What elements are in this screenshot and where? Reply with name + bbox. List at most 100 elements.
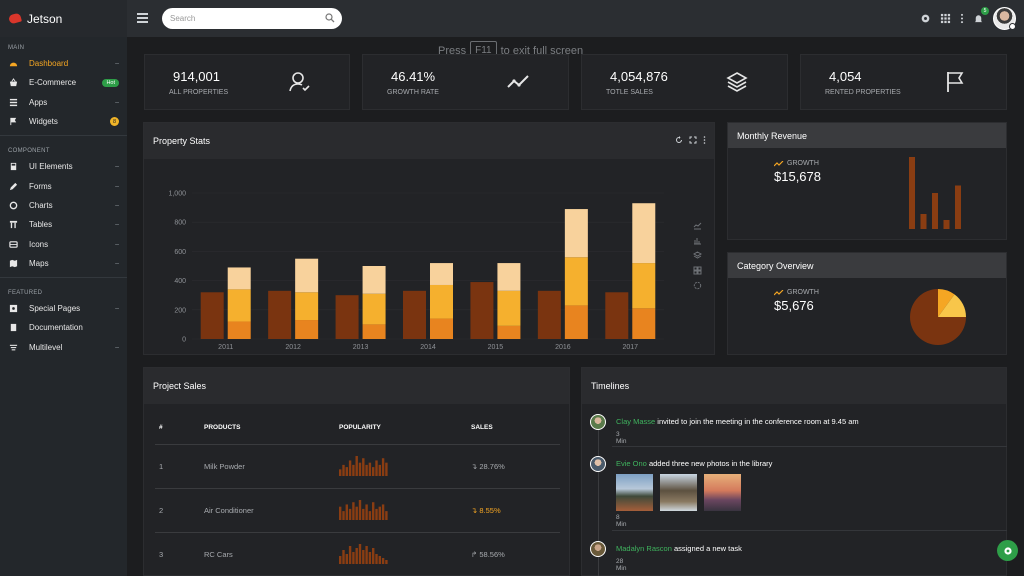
sidebar-item-ecommerce[interactable]: E-Commerce Hot bbox=[0, 73, 127, 92]
timeline-user[interactable]: Evie Ono bbox=[616, 459, 647, 468]
pie-slice[interactable] bbox=[938, 294, 966, 317]
bar-segment[interactable] bbox=[295, 258, 319, 293]
chevron-icon: – bbox=[115, 98, 119, 106]
sidebar-item-tables[interactable]: Tables – bbox=[0, 215, 127, 234]
sidebar-item-icons[interactable]: Icons – bbox=[0, 234, 127, 253]
sidebar-item-label: Widgets bbox=[29, 117, 58, 127]
sidebar-item-ui-elements[interactable]: UI Elements – bbox=[0, 157, 127, 176]
revenue-bar bbox=[909, 157, 915, 229]
chevron-icon: – bbox=[115, 305, 119, 313]
bar-segment[interactable] bbox=[430, 318, 453, 339]
pie-slice[interactable] bbox=[910, 289, 966, 345]
hint-text-pre: Press bbox=[438, 44, 467, 57]
photo-thumbnail[interactable] bbox=[616, 474, 653, 511]
more-vertical-icon[interactable] bbox=[960, 13, 964, 24]
expand-icon[interactable] bbox=[689, 136, 697, 144]
apps-grid-icon[interactable] bbox=[940, 13, 951, 24]
bar-base[interactable] bbox=[470, 282, 494, 339]
bar-segment[interactable] bbox=[430, 284, 453, 319]
restore-icon[interactable] bbox=[693, 281, 702, 290]
sidebar-item-apps[interactable]: Apps – bbox=[0, 93, 127, 112]
refresh-icon[interactable] bbox=[675, 136, 683, 144]
sidebar-item-dashboard[interactable]: Dashboard – bbox=[0, 54, 127, 73]
sidebar-item-label: Special Pages bbox=[29, 304, 81, 314]
spark-bar bbox=[372, 467, 375, 476]
sidebar-item-special-pages[interactable]: Special Pages – bbox=[0, 299, 127, 318]
fullscreen-hint: Press F11 to exit full screen bbox=[438, 41, 583, 60]
sidebar-item-documentation[interactable]: Documentation bbox=[0, 318, 127, 337]
bar-base[interactable] bbox=[268, 290, 292, 339]
bar-segment[interactable] bbox=[227, 267, 251, 290]
more-vertical-icon[interactable] bbox=[703, 136, 706, 144]
bar-segment[interactable] bbox=[564, 209, 588, 258]
bar-segment[interactable] bbox=[362, 324, 386, 339]
timeline-text: Evie Ono added three new photos in the l… bbox=[616, 459, 772, 468]
brand[interactable]: Jetson bbox=[0, 0, 127, 37]
gear-icon[interactable] bbox=[920, 13, 931, 24]
sidebar-item-forms[interactable]: Forms – bbox=[0, 176, 127, 195]
chevron-icon: – bbox=[115, 182, 119, 190]
table-row[interactable]: 2 Air Conditioner ↴ 8.55% bbox=[155, 488, 560, 533]
sidebar-item-maps[interactable]: Maps – bbox=[0, 254, 127, 273]
settings-fab[interactable] bbox=[997, 540, 1018, 561]
bar-segment[interactable] bbox=[632, 263, 656, 309]
timeline-user[interactable]: Madalyn Rascon bbox=[616, 544, 672, 553]
pie-slice[interactable] bbox=[938, 289, 955, 317]
bar-chart-icon[interactable] bbox=[693, 236, 702, 245]
bar-base[interactable] bbox=[537, 290, 561, 339]
stack-icon[interactable] bbox=[693, 251, 702, 260]
timeline-message: assigned a new task bbox=[673, 544, 742, 553]
bar-segment[interactable] bbox=[497, 325, 521, 339]
category-pie-chart bbox=[910, 289, 966, 345]
sidebar-item-multilevel[interactable]: Multilevel – bbox=[0, 338, 127, 357]
photo-thumbnail[interactable] bbox=[660, 474, 697, 511]
photo-thumbnail[interactable] bbox=[704, 474, 741, 511]
bar-segment[interactable] bbox=[362, 293, 386, 325]
chart-toolbox bbox=[693, 221, 702, 290]
sidebar-item-widgets[interactable]: Widgets 8 bbox=[0, 112, 127, 131]
spark-bar bbox=[348, 460, 352, 476]
bar-base[interactable] bbox=[335, 295, 359, 339]
search-input[interactable] bbox=[162, 8, 342, 29]
bar-segment[interactable] bbox=[497, 290, 521, 326]
sales-text: 28.76% bbox=[479, 461, 505, 471]
status-dot bbox=[1009, 23, 1016, 30]
table-row[interactable]: 1 Milk Powder ↴ 28.76% bbox=[155, 444, 560, 489]
arrow-down-icon: ↴ bbox=[471, 461, 480, 471]
table-row[interactable]: 3 RC Cars ↱ 58.56% bbox=[155, 532, 560, 576]
bar-segment[interactable] bbox=[227, 321, 251, 339]
bar-base[interactable] bbox=[200, 292, 224, 339]
sidebar-item-charts[interactable]: Charts – bbox=[0, 196, 127, 215]
bar-base[interactable] bbox=[403, 290, 426, 339]
row-number: 1 bbox=[155, 444, 204, 489]
category-value: $5,676 bbox=[774, 298, 814, 313]
icons-icon bbox=[8, 239, 19, 249]
spark-bar bbox=[339, 556, 342, 564]
spark-bar bbox=[385, 511, 388, 520]
bar-base[interactable] bbox=[605, 292, 629, 339]
tiled-icon[interactable] bbox=[693, 266, 702, 275]
bar-segment[interactable] bbox=[632, 308, 656, 339]
bar-segment[interactable] bbox=[430, 263, 453, 285]
bar-segment[interactable] bbox=[295, 320, 319, 339]
spark-bar bbox=[375, 460, 378, 476]
section-main-label: MAIN bbox=[8, 45, 25, 51]
bar-segment[interactable] bbox=[362, 266, 386, 294]
map-icon bbox=[8, 258, 19, 268]
bar-segment[interactable] bbox=[295, 292, 319, 321]
trending-up-icon bbox=[774, 289, 784, 295]
bell-icon[interactable]: 5 bbox=[973, 7, 989, 24]
revenue-bar bbox=[943, 220, 950, 229]
timeline-user[interactable]: Clay Masse bbox=[616, 417, 656, 426]
line-chart-icon[interactable] bbox=[693, 221, 702, 230]
bar-segment[interactable] bbox=[564, 257, 588, 306]
stat-label: TOTLE SALES bbox=[606, 89, 653, 96]
hamburger-icon[interactable] bbox=[137, 13, 148, 23]
user-avatar[interactable] bbox=[993, 7, 1016, 30]
bar-segment[interactable] bbox=[564, 305, 588, 339]
bar-segment[interactable] bbox=[497, 263, 521, 291]
bar-segment[interactable] bbox=[227, 289, 251, 322]
stat-value: 914,001 bbox=[173, 69, 220, 84]
bar-segment[interactable] bbox=[632, 203, 656, 264]
search-icon[interactable] bbox=[325, 13, 335, 23]
